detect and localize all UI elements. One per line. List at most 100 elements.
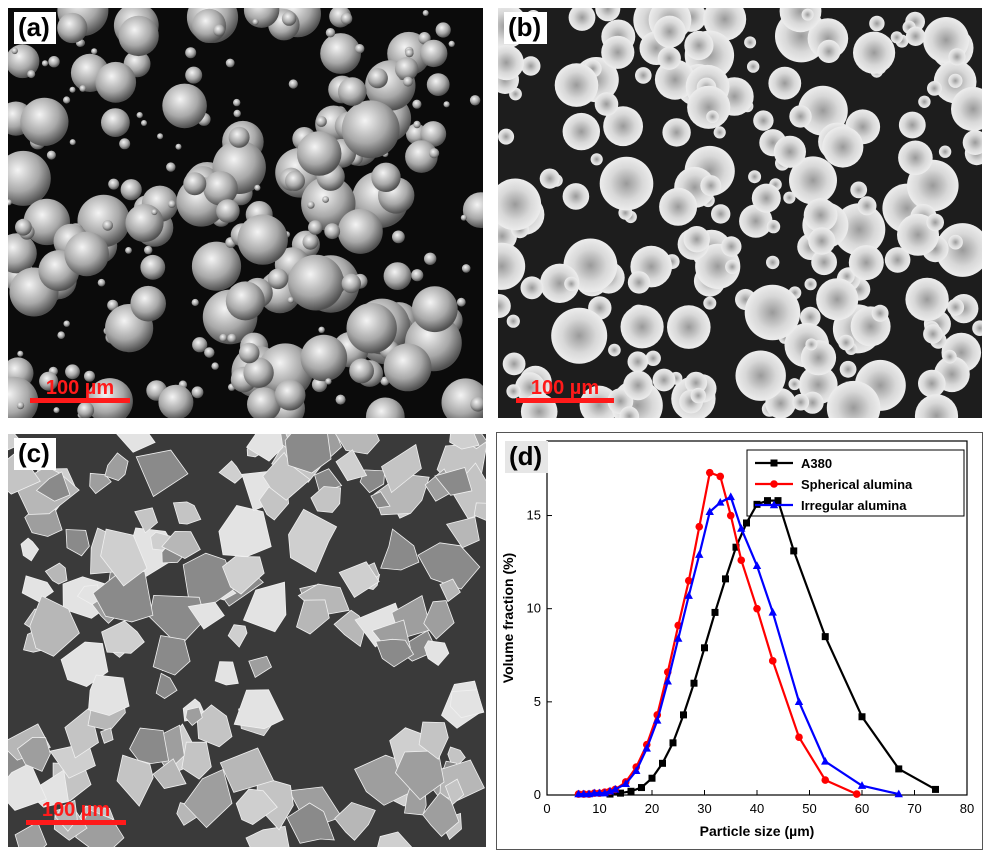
spherical-particle [667,305,711,349]
powder-particle [422,10,429,16]
legend-label-spherical-alumina: Spherical alumina [801,477,913,492]
spherical-particle [972,320,982,336]
data-point-spherical-alumina [726,511,735,520]
powder-particle [411,286,458,333]
powder-particle [318,326,325,333]
spherical-particle [601,35,635,69]
irregular-particle [423,600,455,640]
irregular-particle [335,434,380,455]
powder-particle [227,333,237,343]
data-point-a380 [680,711,687,719]
irregular-particle [92,570,154,623]
spherical-particle [871,304,889,322]
spherical-particle [498,128,515,145]
powder-particle [340,12,353,25]
spherical-particle [926,213,944,232]
data-point-a380 [701,644,708,652]
data-point-irregular-alumina [663,676,672,685]
powder-particle [405,48,414,58]
spherical-particle [804,278,817,291]
spherical-particle [551,307,608,364]
irregular-particle [104,452,129,481]
irregular-particle [284,434,332,474]
powder-particle [101,108,130,137]
irregular-particle [16,736,51,772]
powder-particle [219,333,228,342]
powder-particle [191,298,199,307]
x-tick-label: 70 [907,801,921,816]
scale-bar-a: 100 µm [30,378,130,403]
powder-particle [322,196,329,203]
powder-particle [166,162,176,172]
data-point-a380 [722,575,729,583]
irregular-particle [335,449,368,482]
spherical-particle [768,66,802,100]
spherical-particle [744,284,801,341]
irregular-particle [129,727,170,765]
irregular-particle [44,562,68,585]
powder-particle [424,252,437,265]
powder-particle [228,126,250,148]
powder-particle [412,99,422,109]
spherical-particle [811,249,837,276]
powder-particle [461,264,471,273]
irregular-particle [152,635,191,676]
spherical-particle [520,276,544,300]
powder-particle [125,203,164,243]
spherical-particle [594,92,619,116]
data-point-a380 [659,759,666,767]
scale-bar-text-b: 100 µm [530,377,600,399]
spherical-particle [653,15,686,48]
powder-particle [392,230,405,244]
powder-particle [63,96,71,104]
powder-particle [225,58,235,68]
spherical-particle [857,196,877,216]
irregular-particle [185,706,203,727]
irregular-particle [183,768,233,829]
powder-particle [213,24,226,37]
spherical-particle [721,236,742,257]
plot-area-frame [546,440,968,796]
irregular-particle [445,516,480,549]
spherical-particle [562,183,590,210]
powder-particle [237,214,288,265]
powder-particle [371,162,401,192]
spherical-particle [869,15,885,32]
spherical-particle [744,36,757,49]
panel-label-c: (c) [14,438,56,470]
powder-particle [429,148,440,159]
irregular-particle [245,825,290,847]
panel-b-sem-image: (b) 100 µm [498,8,982,418]
data-point-spherical-alumina [768,657,777,665]
spherical-particle [590,153,603,166]
x-tick-label: 0 [543,801,550,816]
spherical-particle [850,181,868,199]
spherical-particle [554,63,599,107]
irregular-particle [116,434,156,453]
powder-particle [233,98,241,107]
panel-label-b: (b) [504,12,548,44]
powder-particle [302,233,319,250]
spherical-particle [766,255,780,270]
powder-particle [185,47,197,59]
legend-label-irregular-alumina: Irregular alumina [801,498,907,513]
x-tick-label: 50 [802,801,816,816]
spherical-particle [684,371,708,394]
spherical-particle [918,95,931,109]
powder-particle [16,401,25,410]
spherical-particle [747,60,760,73]
spherical-particle [962,130,982,155]
spherical-particle [645,350,661,366]
powder-particle [238,342,260,364]
powder-particle [403,76,413,87]
irregular-particle [439,578,461,603]
spherical-particle [687,85,731,129]
spherical-particle [700,175,722,197]
series-line-a380 [609,499,937,796]
spherical-particle [623,370,653,401]
spherical-particle [801,8,814,21]
spherical-particle [706,110,719,123]
powder-particle [341,100,400,159]
powder-particle [57,12,88,44]
powder-particle [300,334,348,382]
